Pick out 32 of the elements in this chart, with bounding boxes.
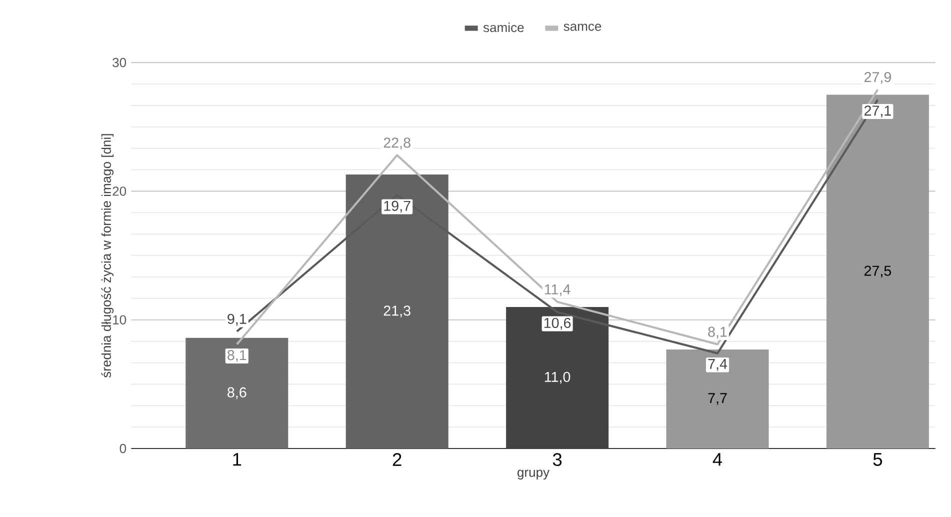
data-label: 7,7: [708, 393, 727, 405]
y-tick-label: 20: [112, 186, 126, 196]
data-label: 7,4: [708, 359, 728, 371]
legend-label: samce: [564, 24, 602, 31]
x-tick-label: 4: [712, 453, 722, 466]
data-label: 8,1: [708, 326, 727, 339]
data-label: 21,3: [384, 306, 410, 318]
data-label: 27,1: [864, 106, 891, 118]
bar: [186, 338, 288, 449]
data-label: 8,1: [228, 350, 246, 362]
data-label: 8,6: [228, 387, 246, 400]
data-label: 10,6: [544, 318, 571, 330]
y-tick-label: 10: [113, 315, 126, 324]
x-tick-label: 5: [873, 453, 882, 466]
data-label: 11,4: [544, 284, 570, 296]
x-axis-title: grupy: [518, 470, 550, 480]
x-tick-label: 3: [552, 453, 562, 466]
y-tick-label: 30: [112, 58, 126, 68]
bar: [666, 349, 769, 449]
x-tick-label: 1: [233, 453, 242, 466]
bar: [506, 307, 609, 449]
x-tick-label: 2: [392, 453, 402, 466]
y-axis-title: średnia długość życia w formie imago [dni]: [101, 134, 114, 378]
data-label: 19,7: [384, 200, 410, 213]
y-tick-label: 0: [120, 444, 126, 454]
data-label: 9,1: [228, 314, 246, 326]
data-label: 22,8: [384, 138, 410, 150]
legend-label: samice: [483, 22, 524, 32]
data-label: 27,5: [864, 266, 892, 278]
data-label: 27,9: [864, 72, 891, 84]
bar: [826, 94, 929, 449]
data-label: 11,0: [544, 372, 570, 384]
